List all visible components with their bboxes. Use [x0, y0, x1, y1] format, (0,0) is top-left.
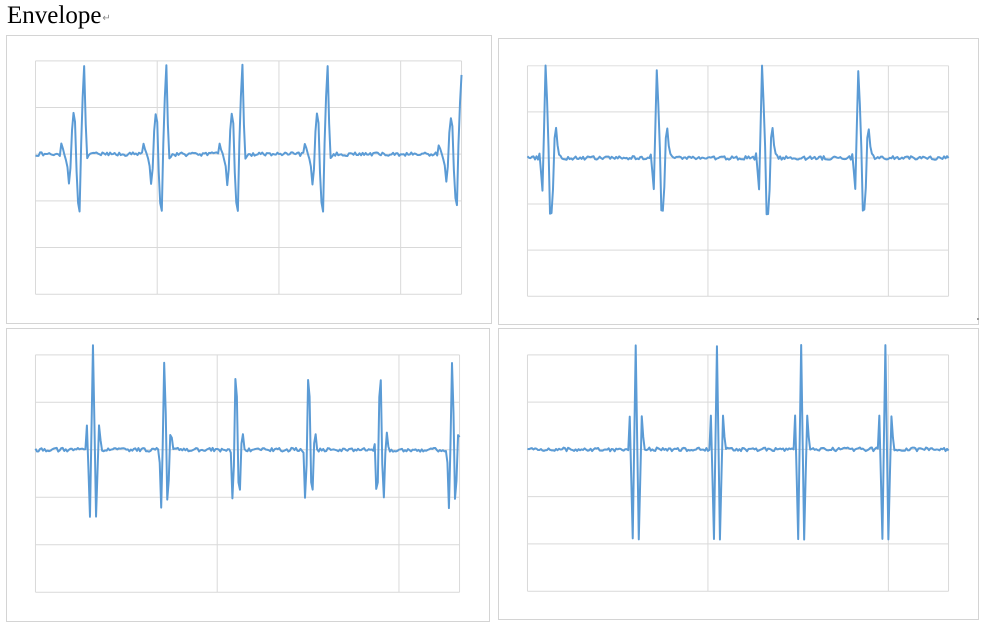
chart-svg [526, 64, 950, 297]
chart-svg [34, 60, 463, 295]
chart-svg [34, 344, 461, 593]
series-line [35, 63, 463, 213]
series-line [34, 344, 461, 518]
series-line [526, 64, 950, 216]
chart-top-left[interactable] [6, 35, 492, 324]
paragraph-mark-icon: ↵ [102, 13, 111, 24]
series-line [527, 343, 950, 541]
chart-bottom-right[interactable] [498, 328, 979, 620]
chart-top-right[interactable] [498, 38, 979, 325]
heading-text: Envelope [7, 2, 102, 29]
chart-svg [526, 343, 950, 592]
chart-bottom-left[interactable] [6, 328, 490, 622]
stray-dot [977, 318, 979, 320]
document-heading: Envelope↵ [7, 0, 111, 37]
